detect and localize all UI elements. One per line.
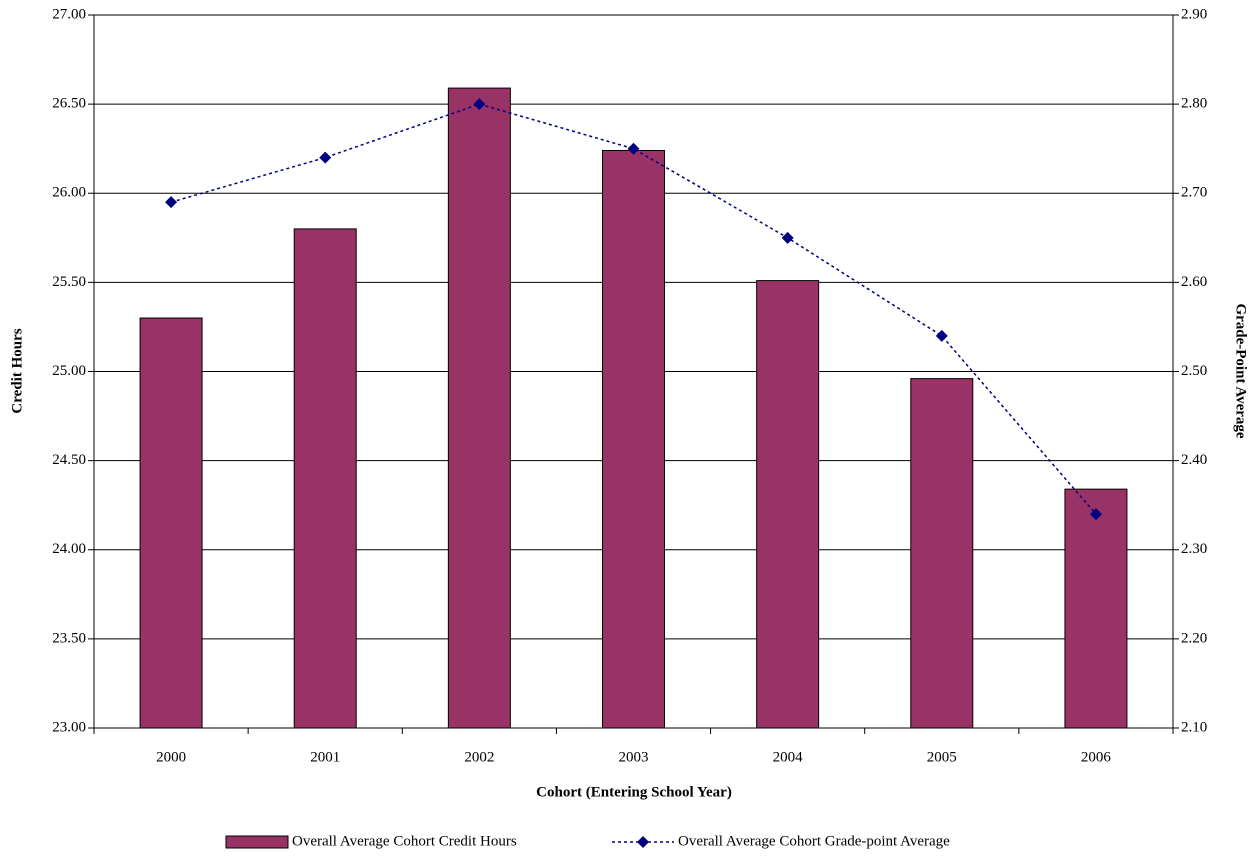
marker <box>935 329 948 342</box>
y-tick-label: 25.50 <box>52 274 86 290</box>
x-tick-label: 2003 <box>619 749 649 765</box>
y-tick-label: 23.00 <box>52 719 86 735</box>
bar <box>1064 488 1128 729</box>
y2-tick-label: 2.60 <box>1181 274 1207 290</box>
y2-tick-label: 2.50 <box>1181 363 1207 379</box>
marker <box>473 98 486 111</box>
y2-tick-label: 2.20 <box>1181 630 1207 646</box>
marker <box>1089 508 1102 521</box>
x-tick-label: 2002 <box>464 749 494 765</box>
x-tick-label: 2004 <box>773 749 804 765</box>
legend-label: Overall Average Cohort Grade-point Avera… <box>678 833 950 849</box>
y2-axis-title: Grade-Point Average <box>1233 303 1249 438</box>
y2-tick-label: 2.40 <box>1181 452 1207 468</box>
legend-key <box>225 835 289 849</box>
marker <box>319 151 332 164</box>
y2-tick-label: 2.70 <box>1181 185 1207 201</box>
y-tick-label: 25.00 <box>52 363 86 379</box>
x-tick-label: 2001 <box>310 749 340 765</box>
y2-tick-label: 2.90 <box>1181 6 1207 22</box>
x-tick-label: 2006 <box>1081 749 1112 765</box>
legend-key-marker <box>637 836 649 848</box>
marker <box>627 142 640 155</box>
y-tick-label: 24.50 <box>52 452 86 468</box>
marker <box>781 231 794 244</box>
bar <box>293 228 357 729</box>
x-axis-title: Cohort (Entering School Year) <box>536 784 732 800</box>
bar <box>756 280 820 729</box>
y-tick-label: 23.50 <box>52 630 86 646</box>
y-tick-label: 24.00 <box>52 541 86 557</box>
y-tick-label: 26.50 <box>52 96 86 112</box>
bar <box>139 317 203 729</box>
bar <box>910 378 974 729</box>
x-tick-label: 2000 <box>156 749 186 765</box>
y2-tick-label: 2.10 <box>1181 719 1207 735</box>
x-tick-label: 2005 <box>927 749 957 765</box>
y2-tick-label: 2.80 <box>1181 96 1207 112</box>
y-tick-label: 26.00 <box>52 185 86 201</box>
bar <box>602 149 665 729</box>
y2-tick-label: 2.30 <box>1181 541 1207 557</box>
y-axis-title: Credit Hours <box>9 328 25 413</box>
marker <box>165 196 178 209</box>
bar <box>447 87 511 729</box>
legend-label: Overall Average Cohort Credit Hours <box>292 833 517 849</box>
y-tick-label: 27.00 <box>52 6 86 22</box>
